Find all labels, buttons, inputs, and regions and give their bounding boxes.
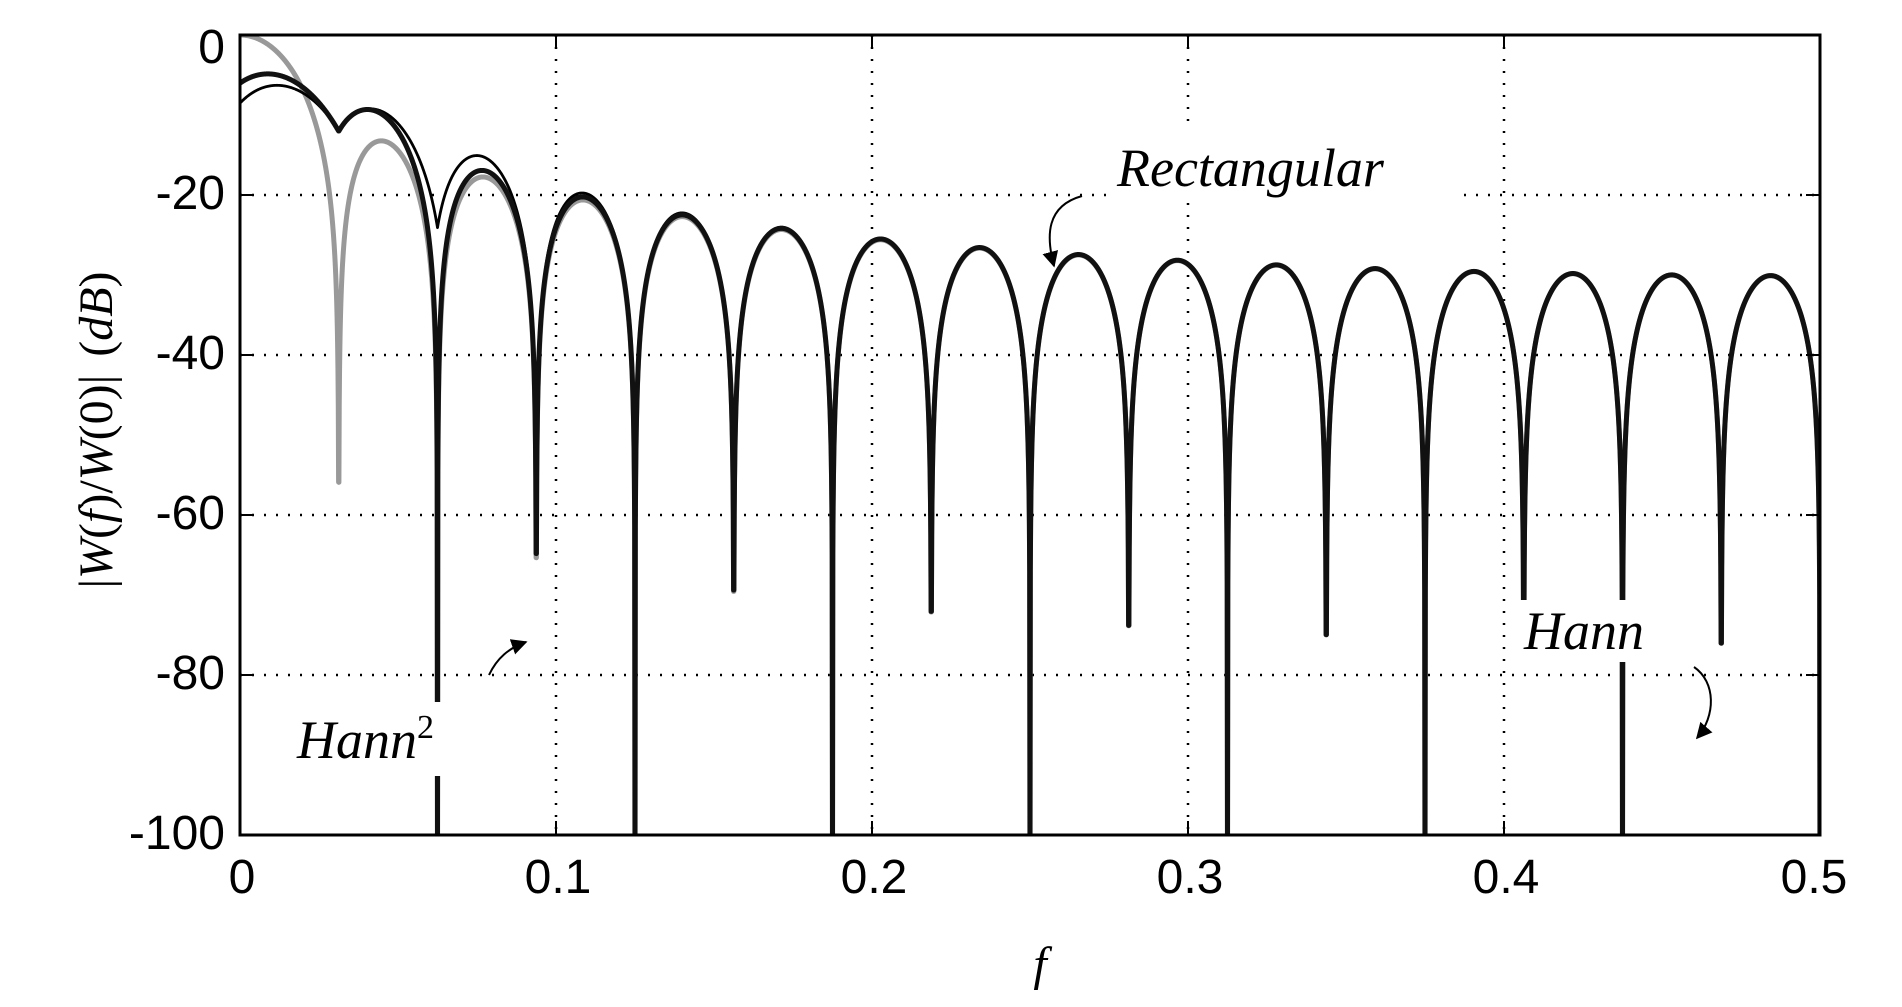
tick-marks (239, 34, 1821, 836)
x-tick-label: 0.2 (841, 851, 908, 904)
annotation-rectangular-background (1106, 128, 1456, 200)
annotation-hann-arrow (1693, 666, 1713, 740)
annotation-hann-squared-label: Hann2 (296, 709, 434, 770)
annotation-hann-squared-background (291, 702, 467, 776)
annotation-hann-squared-exponent: 2 (417, 709, 434, 746)
x-tick-label: 0.1 (525, 851, 592, 904)
y-tick-label: 0 (198, 21, 225, 74)
y-tick-label: -60 (156, 487, 225, 540)
annotation-hann-squared: Hann2 (291, 639, 528, 776)
series-layer (240, 35, 1820, 835)
y-tick-label: -40 (156, 327, 225, 380)
y-axis-label: |W(f)/W(0)|(dB) (70, 271, 123, 588)
annotation-hann-label: Hann (1523, 601, 1644, 661)
series-hann-line (240, 71, 1820, 835)
annotation-hann: Hann (1515, 600, 1713, 740)
annotation-hann-squared-base: Hann (296, 710, 417, 770)
annotation-rectangular: Rectangular (1042, 128, 1456, 268)
x-tick-label: 0 (229, 851, 256, 904)
x-tick-label: 0.3 (1157, 851, 1224, 904)
y-tick-label: -20 (156, 167, 225, 220)
x-tick-label: 0.5 (1781, 851, 1848, 904)
x-tick-labels: 0 0.1 0.2 0.3 0.4 0.5 (229, 851, 1848, 904)
y-tick-label: -80 (156, 647, 225, 700)
y-tick-label: -100 (129, 807, 225, 860)
plot-frame (238, 33, 1822, 837)
y-tick-labels: 0 -20 -40 -60 -80 -100 (129, 21, 225, 860)
x-tick-label: 0.4 (1473, 851, 1540, 904)
annotation-rectangular-arrow (1042, 195, 1083, 268)
annotation-hann-background (1515, 600, 1675, 662)
annotation-hann-squared-arrow (488, 639, 528, 676)
annotation-rectangular-label: Rectangular (1116, 138, 1385, 198)
